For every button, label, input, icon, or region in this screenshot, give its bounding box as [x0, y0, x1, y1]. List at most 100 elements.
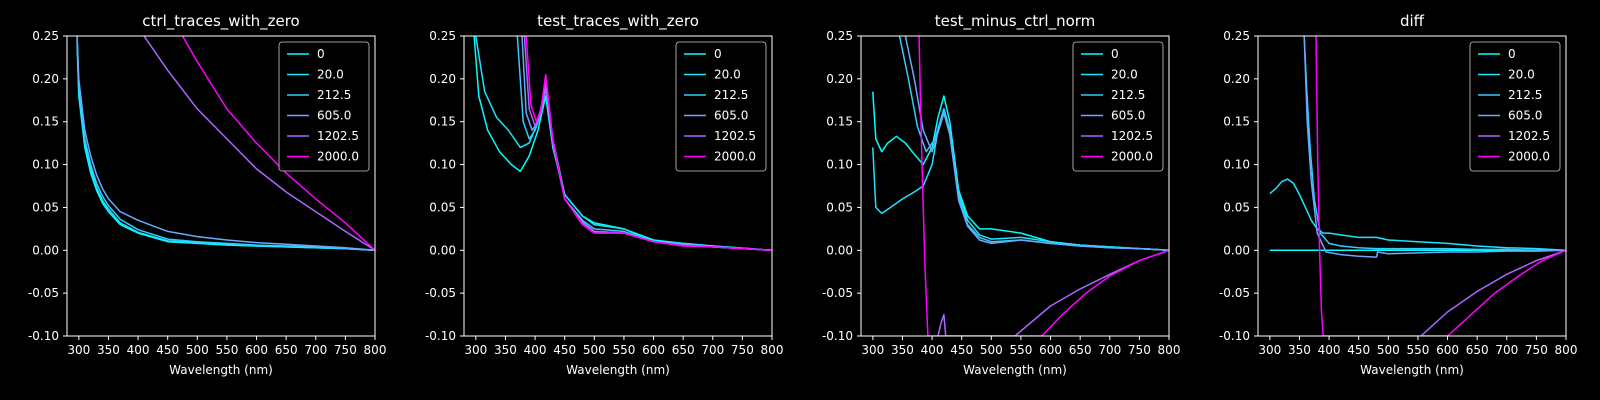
subplot-4: diff 300 350 400 450 500 550 600 650 700 750 800 -0…	[1219, 12, 1578, 377]
series-line-4	[1303, 36, 1566, 258]
y-tick-label: -0.10	[425, 329, 456, 343]
subplot-title: ctrl_traces_with_zero	[142, 12, 299, 31]
y-tick-label: 0.10	[1223, 158, 1250, 172]
series-line-3	[1303, 36, 1566, 252]
legend-label: 605.0	[317, 109, 351, 123]
legend-label: 0	[1111, 47, 1119, 61]
x-tick-label: 400	[921, 343, 944, 357]
series-line-6	[181, 36, 375, 251]
x-tick-label: 400	[127, 343, 150, 357]
plot-frame	[66, 35, 376, 337]
legend: 0 20.0 212.5 605.0 1202.5 2000.0	[675, 41, 767, 172]
series-line-6	[918, 36, 1169, 336]
y-tick-label: 0.15	[429, 115, 456, 129]
legend-label: 1202.5	[317, 129, 359, 143]
subplot-1: ctrl_traces_with_zero 300 350 400 450 500 550…	[28, 12, 387, 377]
x-tick-label: 300	[67, 343, 90, 357]
series-line-3	[76, 36, 375, 252]
x-tick-label: 600	[245, 343, 268, 357]
y-tick-label: -0.10	[1219, 329, 1250, 343]
series-line-5	[143, 36, 375, 251]
legend-label: 605.0	[1508, 109, 1542, 123]
x-tick-label: 650	[1069, 343, 1092, 357]
plot-frame	[1257, 35, 1567, 337]
x-tick-label: 600	[1039, 343, 1062, 357]
x-tick-label: 450	[553, 343, 576, 357]
series-line-2	[76, 40, 375, 252]
x-tick-label: 650	[672, 343, 695, 357]
legend-label: 20.0	[1111, 68, 1138, 82]
y-tick-label: 0.05	[826, 200, 853, 214]
y-tick-label: -0.05	[822, 286, 853, 300]
series-line-4	[904, 36, 1169, 252]
y-tick-label: 0.25	[826, 29, 853, 43]
y-tick-label: 0.15	[32, 115, 59, 129]
y-tick-label: 0.15	[826, 115, 853, 129]
series-line-5	[937, 249, 1169, 336]
y-tick-label: 0.10	[429, 158, 456, 172]
x-tick-label: 550	[612, 343, 635, 357]
x-tick-label: 750	[1128, 343, 1151, 357]
y-tick-label: -0.10	[822, 329, 853, 343]
x-tick-label: 600	[1436, 343, 1459, 357]
y-tick-label: 0.10	[32, 158, 59, 172]
y-tick-label: 0.00	[1223, 243, 1250, 257]
series-line-6	[525, 36, 772, 252]
y-tick-label: -0.10	[28, 329, 59, 343]
legend-label: 2000.0	[1111, 150, 1153, 164]
x-tick-label: 500	[583, 343, 606, 357]
x-tick-label: 550	[215, 343, 238, 357]
x-tick-label: 350	[891, 343, 914, 357]
series-line-2	[1269, 178, 1566, 252]
y-tick-label: -0.05	[28, 286, 59, 300]
plot-frame	[860, 35, 1170, 337]
x-tick-label: 550	[1009, 343, 1032, 357]
y-tick-label: 0.05	[429, 200, 456, 214]
x-tick-label: 800	[1555, 343, 1578, 357]
y-tick-label: -0.05	[1219, 286, 1250, 300]
x-tick-label: 500	[980, 343, 1003, 357]
x-axis-label: Wavelength (nm)	[1360, 363, 1464, 377]
y-tick-label: 0.10	[826, 158, 853, 172]
y-tick-label: -0.05	[425, 286, 456, 300]
x-tick-label: 550	[1406, 343, 1429, 357]
legend: 0 20.0 212.5 605.0 1202.5 2000.0	[1072, 41, 1164, 172]
legend-label: 2000.0	[317, 150, 359, 164]
series-line-4	[76, 36, 375, 252]
x-tick-label: 750	[1525, 343, 1548, 357]
subplot-title: diff	[1400, 12, 1425, 30]
legend-label: 0	[317, 47, 325, 61]
x-axis-label: Wavelength (nm)	[566, 363, 670, 377]
y-tick-label: 0.20	[1223, 72, 1250, 86]
y-tick-label: 0.05	[1223, 200, 1250, 214]
legend-label: 605.0	[1111, 109, 1145, 123]
subplot-title: test_traces_with_zero	[537, 12, 699, 31]
series-line-1	[473, 36, 772, 252]
x-tick-label: 700	[1495, 343, 1518, 357]
x-tick-label: 300	[861, 343, 884, 357]
x-tick-label: 500	[186, 343, 209, 357]
y-tick-label: 0.20	[826, 72, 853, 86]
legend-label: 1202.5	[1111, 129, 1153, 143]
legend-label: 0	[1508, 47, 1516, 61]
x-tick-label: 500	[1377, 343, 1400, 357]
subplot-3: test_minus_ctrl_norm 300 350 400 450 500 550 6…	[822, 12, 1181, 377]
y-tick-label: 0.00	[32, 243, 59, 257]
x-tick-label: 450	[1347, 343, 1370, 357]
y-tick-label: 0.25	[1223, 29, 1250, 43]
x-tick-label: 650	[275, 343, 298, 357]
legend-label: 20.0	[317, 68, 344, 82]
x-tick-label: 450	[156, 343, 179, 357]
subplot-title: test_minus_ctrl_norm	[935, 12, 1096, 31]
y-tick-label: 0.25	[32, 29, 59, 43]
legend-label: 212.5	[317, 88, 351, 102]
x-tick-label: 300	[464, 343, 487, 357]
x-tick-label: 300	[1258, 343, 1281, 357]
y-tick-label: 0.20	[32, 72, 59, 86]
x-tick-label: 350	[1288, 343, 1311, 357]
legend-label: 2000.0	[1508, 150, 1550, 164]
legend-label: 1202.5	[714, 129, 756, 143]
series-line-5	[1420, 249, 1566, 336]
